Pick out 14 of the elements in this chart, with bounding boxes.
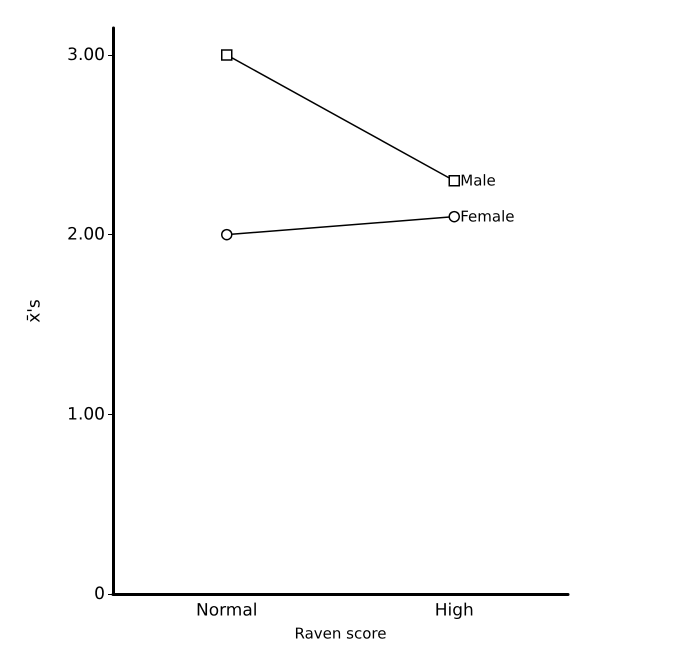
- series-label: Female: [460, 208, 514, 226]
- y-tick-label: 3.00: [67, 44, 105, 65]
- y-tick-label: 2.00: [67, 224, 105, 245]
- y-tick-label: 1.00: [67, 404, 105, 424]
- point: [448, 210, 460, 222]
- x-tick-label: High: [434, 600, 474, 620]
- point: [448, 174, 460, 186]
- y-axis-title: x̄'s: [24, 299, 44, 323]
- point: [221, 49, 232, 61]
- series-label: Male: [460, 172, 496, 190]
- y-tick-label: 0: [94, 584, 105, 604]
- x-tick-label: Normal: [196, 600, 258, 620]
- point: [221, 228, 232, 240]
- x-axis-title: Raven score: [294, 624, 386, 642]
